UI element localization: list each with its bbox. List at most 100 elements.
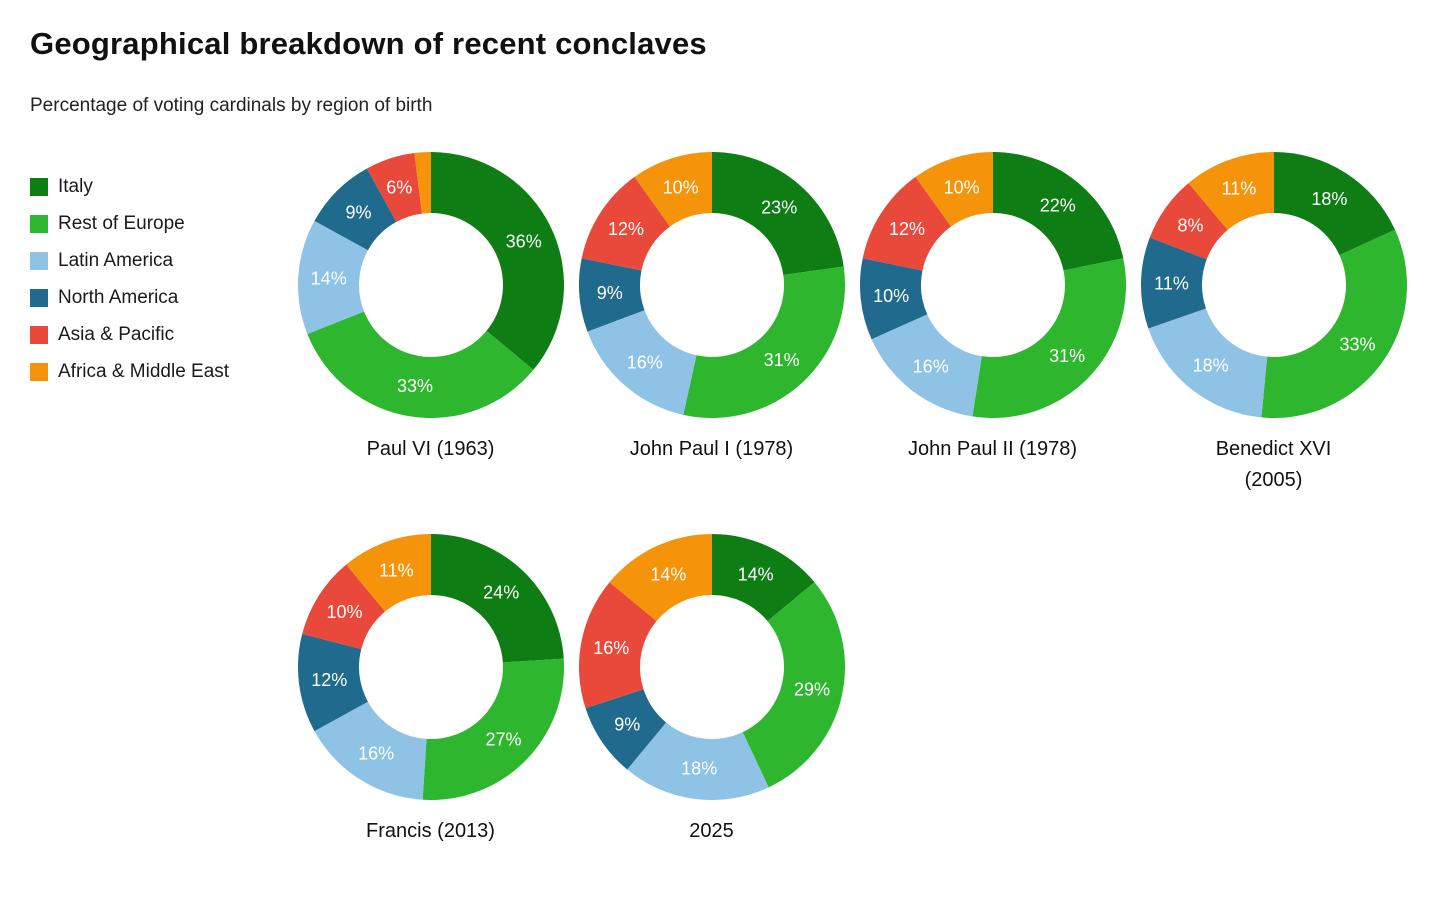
donut-slice-asia-pacific: [301, 564, 385, 650]
legend-item-north-america: North America: [30, 287, 229, 309]
donut-slice-north-america: [859, 258, 927, 340]
chart-label-line: John Paul I (1978): [629, 438, 794, 460]
slice-label: 10%: [943, 177, 979, 197]
legend-swatch: [30, 326, 48, 344]
donut-slice-asia-pacific: [1149, 183, 1228, 260]
donut-svg: 23% 31% 16% 9% 12% 10%: [578, 152, 845, 418]
legend-swatch: [30, 363, 48, 381]
legend-label: Latin America: [58, 250, 174, 271]
slice-label: 9%: [596, 283, 622, 303]
chart-label-line: John Paul II (1978): [908, 438, 1077, 460]
legend-item-latin-america: Latin America: [30, 250, 229, 272]
donut-svg: 22% 31% 16% 10% 12% 10%: [859, 152, 1126, 418]
legend-item-africa-middle-east: Africa & Middle East: [30, 361, 229, 383]
donut-svg: 36% 33% 14% 9% 6%: [297, 152, 564, 418]
donut-slice-latin-america: [1147, 308, 1267, 418]
donut-slice-north-america: [578, 258, 645, 332]
slice-label: 33%: [396, 376, 432, 396]
donut-charts-grid: 36% 33% 14% 9% 6% Paul VI (1963) 23% 31% 16% 9% 12…: [290, 152, 1420, 885]
donut-slice-asia-pacific: [862, 176, 951, 271]
donut-slice-rest-of-europe: [1260, 229, 1407, 418]
donut-slice-asia-pacific: [578, 582, 657, 709]
chart-title: Geographical breakdown of recent conclav…: [30, 26, 707, 61]
chart-label-line: Francis (2013): [366, 820, 495, 842]
donut-slice-italy: [711, 152, 844, 275]
donut-slice-africa-middle-east: [345, 534, 431, 612]
donut-slice-north-america: [585, 689, 666, 770]
slice-label: 11%: [1221, 179, 1256, 199]
donut-slice-north-america: [313, 168, 396, 251]
legend-label: Africa & Middle East: [58, 361, 230, 382]
legend-swatch: [30, 178, 48, 196]
donut-slice-latin-america: [586, 310, 696, 415]
donut-svg: 14% 29% 18% 9% 16% 14%: [578, 534, 845, 800]
donut-slice-latin-america: [297, 220, 368, 334]
donut-slice-africa-middle-east: [609, 534, 712, 622]
legend-item-asia-pacific: Asia & Pacific: [30, 324, 229, 346]
slice-label: 16%: [358, 744, 394, 764]
donut-chart-2025: 14% 29% 18% 9% 16% 14% 2025: [571, 534, 852, 847]
slice-label: 10%: [662, 177, 698, 197]
slice-label: 16%: [593, 638, 629, 658]
donut-chart-francis-2013: 24% 27% 16% 12% 10% 11% Francis (2013): [290, 534, 571, 847]
chart-label: 2025: [689, 816, 734, 847]
slice-label: 18%: [1192, 356, 1228, 376]
donut-slice-italy: [430, 534, 564, 663]
slice-label: 16%: [912, 356, 948, 376]
legend-swatch: [30, 289, 48, 307]
donut-svg: 18% 33% 18% 11% 8% 11%: [1140, 152, 1407, 418]
chart-label: Francis (2013): [366, 816, 495, 847]
chart-label-line: Paul VI (1963): [366, 438, 495, 460]
slice-label: 6%: [386, 178, 412, 198]
donut-slice-north-america: [1140, 237, 1207, 329]
slice-label: 27%: [485, 730, 521, 750]
slice-label: 14%: [310, 269, 346, 289]
slice-label: 29%: [793, 679, 829, 699]
slice-label: 23%: [761, 198, 797, 218]
slice-label: 9%: [345, 203, 371, 223]
chart-label: Paul VI (1963): [367, 434, 495, 465]
slice-label: 12%: [888, 219, 924, 239]
donut-slice-africa-middle-east: [634, 152, 712, 227]
donut-chart-benedict-xvi-2005: 18% 33% 18% 11% 8% 11% Benedict XVI (2005): [1133, 152, 1414, 496]
donut-slice-italy: [711, 534, 814, 622]
chart-label-line: Benedict XVI: [1215, 438, 1332, 460]
legend-item-rest-of-europe: Rest of Europe: [30, 213, 229, 235]
slice-label: 10%: [326, 602, 362, 622]
donut-chart-john-paul-i-1978: 23% 31% 16% 9% 12% 10% John Paul I (1978): [571, 152, 852, 496]
slice-label: 14%: [650, 564, 686, 584]
slice-label: 11%: [1154, 273, 1189, 293]
donut-svg: 24% 27% 16% 12% 10% 11%: [297, 534, 564, 800]
chart-label-line: (2005): [1244, 469, 1303, 491]
donut-slice-africa-middle-east: [413, 152, 431, 214]
donut-slice-latin-america: [313, 701, 426, 800]
donut-slice-north-america: [297, 633, 368, 732]
chart-label: John Paul I (1978): [630, 434, 793, 465]
donut-slice-italy: [430, 152, 564, 370]
legend-swatch: [30, 252, 48, 270]
donut-slice-rest-of-europe: [422, 658, 564, 800]
chart-label-line: 2025: [689, 820, 734, 842]
slice-label: 10%: [873, 286, 909, 306]
donut-slice-asia-pacific: [366, 153, 422, 222]
slice-label: 16%: [626, 352, 662, 372]
donut-slice-africa-middle-east: [915, 152, 993, 227]
slice-label: 14%: [737, 564, 773, 584]
donut-slice-latin-america: [626, 722, 769, 800]
donut-slice-africa-middle-east: [1188, 152, 1274, 230]
donut-slice-rest-of-europe: [682, 266, 845, 418]
slice-label: 33%: [1339, 335, 1375, 355]
legend-label: Rest of Europe: [58, 213, 185, 234]
slice-label: 31%: [763, 350, 799, 370]
donut-slice-rest-of-europe: [742, 582, 845, 788]
donut-slice-rest-of-europe: [971, 258, 1126, 418]
donut-slice-italy: [1273, 152, 1395, 256]
slice-label: 22%: [1039, 196, 1075, 216]
slice-label: 18%: [1311, 189, 1347, 209]
slice-label: 24%: [483, 582, 519, 602]
chart-label: John Paul II (1978): [908, 434, 1077, 465]
slice-label: 12%: [607, 219, 643, 239]
donut-slice-rest-of-europe: [306, 311, 533, 418]
slice-label: 12%: [311, 670, 347, 690]
slice-label: 31%: [1049, 346, 1085, 366]
